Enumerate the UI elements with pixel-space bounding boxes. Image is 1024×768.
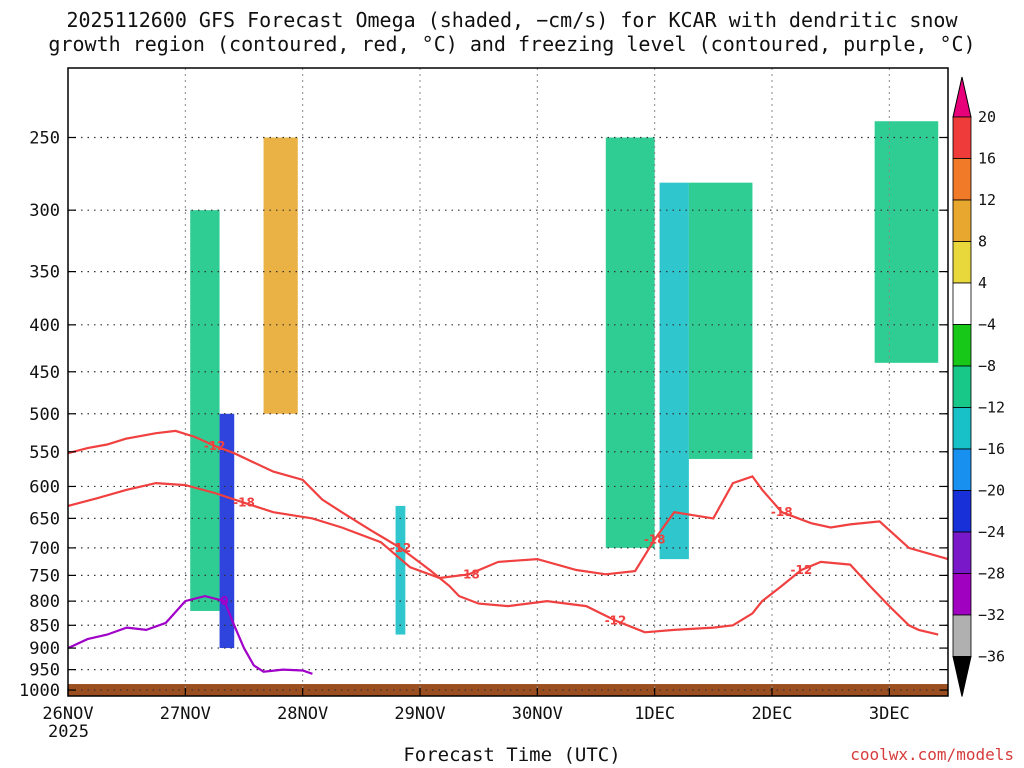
y-tick-label: 500: [29, 405, 60, 425]
omega-green-1dec-e: [688, 182, 753, 459]
plot-frame: [67, 67, 949, 697]
contour-layer: -12 -12 -12 -12 -18 -18 -18 -18 0: [67, 429, 949, 675]
omega-green-1dec-w: [605, 137, 655, 548]
x-tick-label: 3DEC: [869, 704, 910, 724]
colorbar-label: −12: [978, 399, 1005, 417]
contour-label: -18: [644, 532, 666, 546]
colorbar-label: −28: [978, 565, 1005, 583]
colorbar-label: −16: [978, 440, 1005, 458]
x-tick-label: 26NOV: [42, 704, 93, 724]
terrain-fill: [68, 684, 948, 696]
colorbar-swatch: [952, 282, 972, 325]
colorbar-swatch: [952, 365, 972, 408]
omega-blue-27nov: [219, 413, 235, 649]
contour-0: [67, 594, 313, 675]
x-tick-label: 29NOV: [394, 704, 445, 724]
x-tick-label: 2DEC: [752, 704, 793, 724]
colorbar-swatch: [952, 116, 972, 159]
colorbar-swatch: [952, 490, 972, 533]
colorbar-top-arrow: [952, 76, 972, 118]
terrain-layer: [68, 684, 948, 696]
y-axis-ticks: 250 300 350 400 450 500 550 600 650 700 750 800 850 9…: [19, 128, 948, 701]
contour-label: -12: [605, 614, 627, 628]
omega-teal-3dec: [874, 121, 939, 363]
colorbar-swatch: [952, 531, 972, 574]
colorbar-label: −20: [978, 482, 1005, 500]
x-tick-label: 28NOV: [277, 704, 328, 724]
x-axis-title: Forecast Time (UTC): [403, 744, 621, 766]
contour-label: -12: [790, 563, 812, 577]
x-tick-label: 27NOV: [160, 704, 211, 724]
y-tick-label: 600: [29, 477, 60, 497]
contour-label: -12: [204, 439, 226, 453]
omega-yellow-30nov: [532, 210, 548, 459]
x-axis-ticks: 26NOV 27NOV 28NOV 29NOV 30NOV 1DEC 2DEC 3DEC: [42, 688, 910, 724]
y-tick-label: 850: [29, 616, 60, 636]
colorbar-label: 4: [978, 274, 987, 292]
contour-label: 0: [220, 594, 228, 608]
colorbar-label: −8: [978, 357, 996, 375]
y-tick-label: 800: [29, 592, 60, 612]
colorbar-bottom-arrow: [952, 656, 972, 697]
colorbar-swatch: [952, 324, 972, 367]
y-tick-label: 550: [29, 443, 60, 463]
y-tick-label: 750: [29, 566, 60, 586]
y-tick-label: 400: [29, 316, 60, 336]
colorbar-swatch: [952, 407, 972, 450]
contour--18: [67, 475, 949, 580]
colorbar-swatch: [952, 158, 972, 201]
colorbar-label: −32: [978, 606, 1005, 624]
colorbar-swatch: [952, 241, 972, 284]
colorbar-label: 8: [978, 233, 987, 251]
omega-orange-28nov: [263, 137, 298, 414]
y-tick-label: 1000: [19, 681, 60, 701]
colorbar: 20 16 12 8 4 −4 −8 −12 −16 −20 −24 −28 −32 −36: [952, 76, 1005, 697]
chart-title: 2025112600 GFS Forecast Omega (shaded, −…: [48, 8, 976, 56]
colorbar-label: −36: [978, 648, 1005, 666]
x-tick-label: 1DEC: [634, 704, 675, 724]
y-tick-label: 450: [29, 363, 60, 383]
colorbar-swatch: [952, 614, 972, 657]
y-tick-label: 300: [29, 201, 60, 221]
omega-yellow-2dec: [772, 104, 812, 649]
contour-label: -18: [771, 505, 793, 519]
contour-label: -18: [233, 496, 255, 510]
y-tick-label: 900: [29, 639, 60, 659]
contour--12: [67, 429, 939, 636]
contour-label: -12: [390, 541, 412, 555]
x-axis-year-label: 2025: [48, 722, 89, 742]
omega-green-27nov: [190, 210, 220, 611]
colorbar-swatch: [952, 573, 972, 616]
y-tick-label: 250: [29, 128, 60, 148]
colorbar-label: −24: [978, 523, 1005, 541]
colorbar-label: −4: [978, 316, 996, 334]
omega-shading-layer: [190, 104, 939, 649]
grid-layer: [68, 68, 948, 696]
colorbar-label: 16: [978, 150, 996, 168]
colorbar-swatch: [952, 448, 972, 491]
y-tick-label: 650: [29, 509, 60, 529]
omega-teal-1dec: [659, 182, 689, 560]
y-tick-label: 950: [29, 661, 60, 681]
x-tick-label: 30NOV: [512, 704, 563, 724]
y-tick-label: 350: [29, 263, 60, 283]
omega-green-29nov: [395, 505, 406, 635]
y-tick-label: 700: [29, 539, 60, 559]
contour-label: -18: [458, 567, 480, 581]
colorbar-label: 20: [978, 108, 996, 126]
colorbar-label: 12: [978, 191, 996, 209]
watermark-text: coolwx.com/models: [850, 745, 1014, 764]
colorbar-swatch: [952, 199, 972, 242]
